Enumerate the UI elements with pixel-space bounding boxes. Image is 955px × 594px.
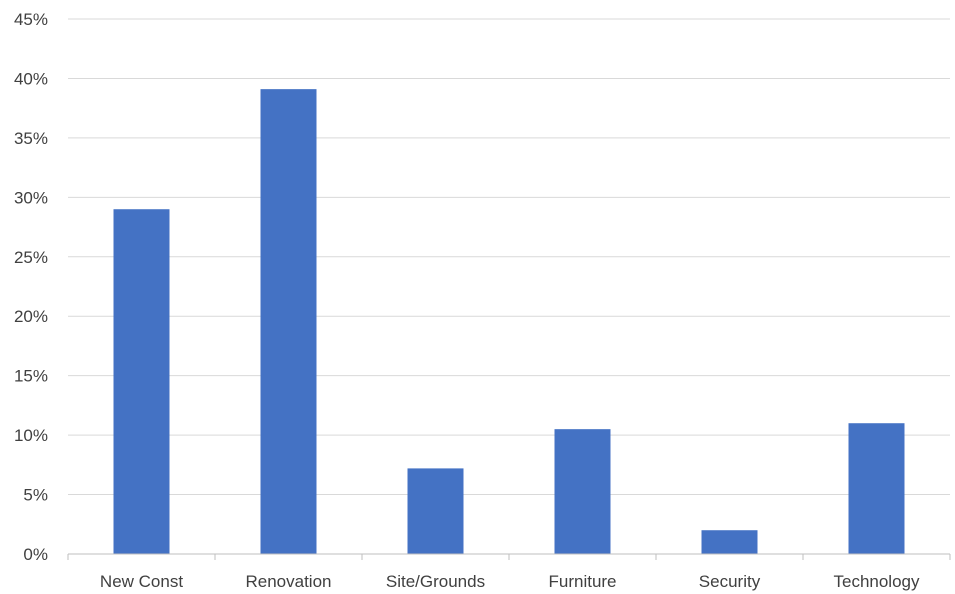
bar-security: [701, 530, 758, 554]
bar-renovation: [260, 89, 317, 555]
x-tick-label: Furniture: [548, 572, 616, 591]
bar-furniture: [554, 429, 611, 554]
y-tick-label: 25%: [14, 248, 48, 267]
y-tick-label: 30%: [14, 188, 48, 207]
bar-technology: [848, 423, 905, 554]
x-tick-label: Renovation: [245, 572, 331, 591]
y-tick-label: 20%: [14, 307, 48, 326]
y-tick-label: 45%: [14, 10, 48, 29]
y-axis-tick-labels: 0% 5% 10% 15% 20% 25% 30% 35% 40% 45%: [14, 10, 48, 564]
bar-site-grounds: [407, 468, 464, 554]
x-tick-label: Technology: [833, 572, 920, 591]
x-axis-tick-labels: New Const Renovation Site/Grounds Furniture…: [100, 572, 920, 591]
y-tick-label: 0%: [23, 545, 48, 564]
x-tick-label: Security: [699, 572, 761, 591]
x-tick-label: Site/Grounds: [386, 572, 485, 591]
y-tick-label: 35%: [14, 129, 48, 148]
x-axis: [67, 553, 951, 560]
bar-new-const: [113, 209, 170, 554]
x-tick-label: New Const: [100, 572, 183, 591]
gridlines: [68, 18, 950, 496]
y-tick-label: 10%: [14, 426, 48, 445]
y-tick-label: 40%: [14, 69, 48, 88]
bars: [113, 89, 905, 555]
y-tick-label: 5%: [23, 486, 48, 505]
y-tick-label: 15%: [14, 367, 48, 386]
